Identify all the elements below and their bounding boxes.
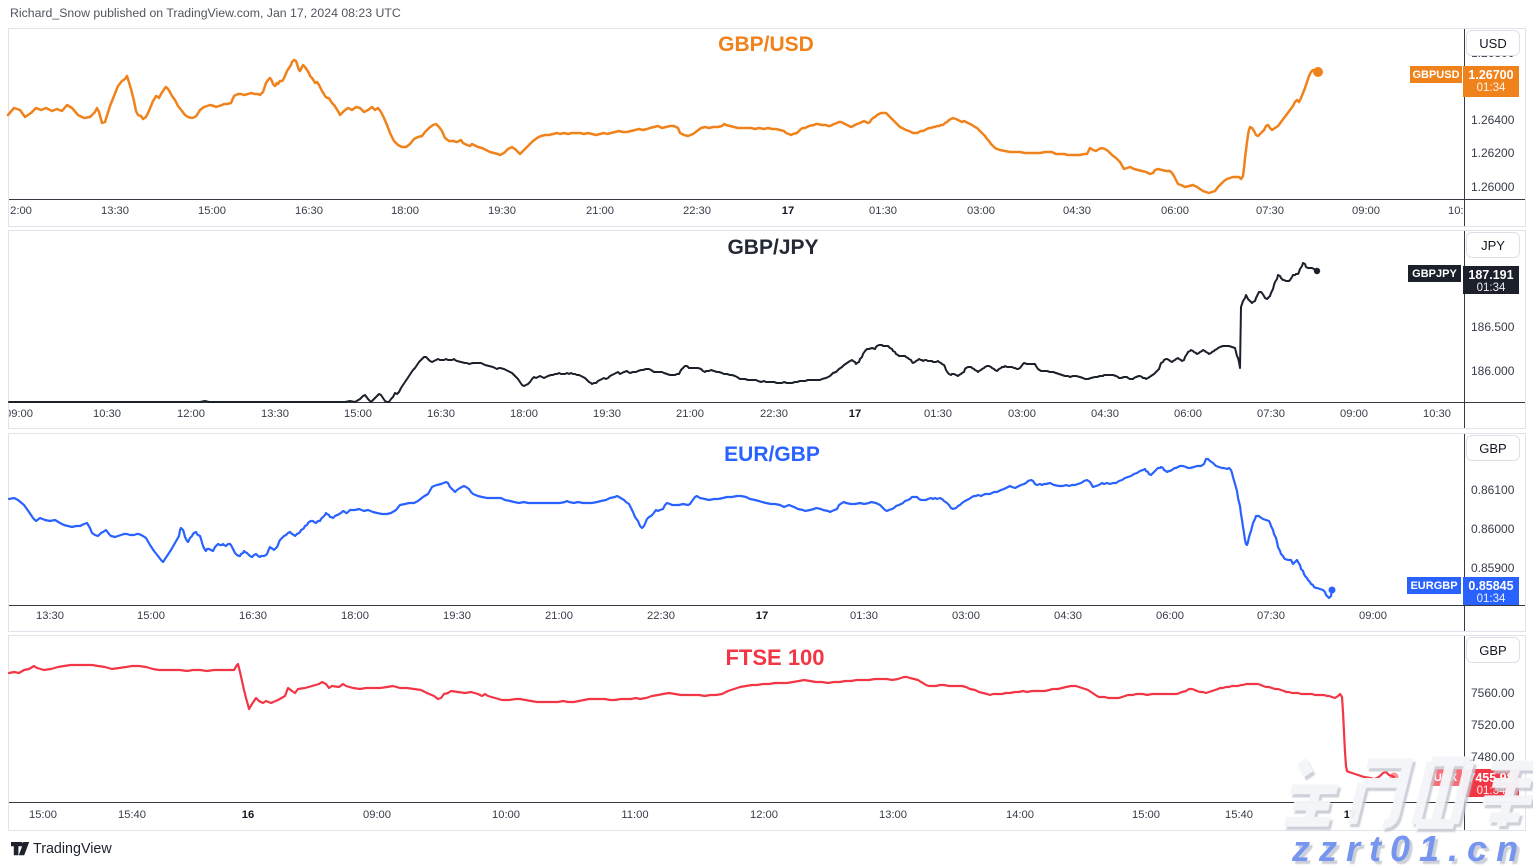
svg-text:zzrt01.cn: zzrt01.cn [1291, 828, 1527, 866]
